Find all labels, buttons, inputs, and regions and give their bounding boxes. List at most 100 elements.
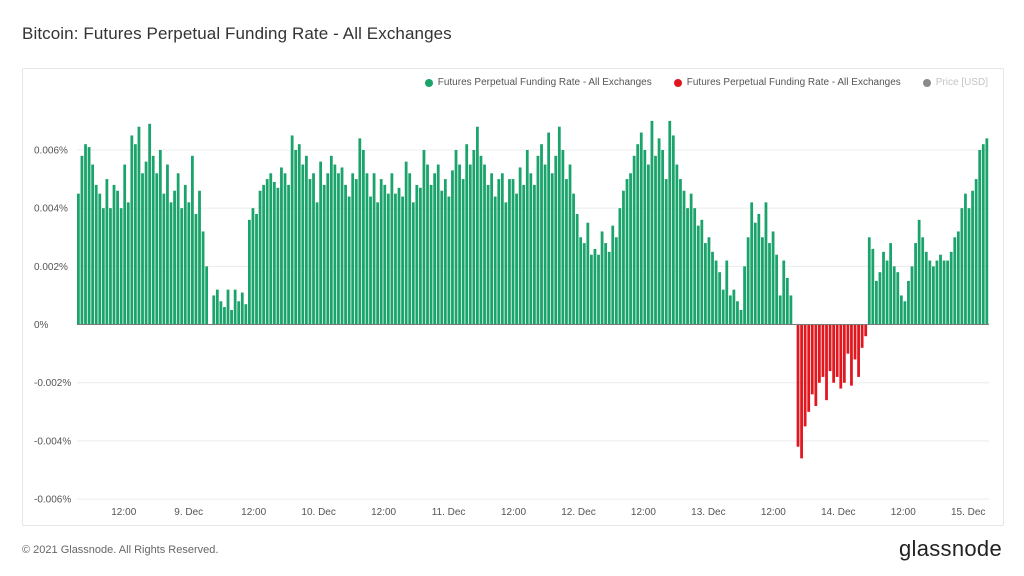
funding-rate-bar[interactable] xyxy=(101,208,105,325)
funding-rate-bar[interactable] xyxy=(882,251,885,325)
funding-rate-bar[interactable] xyxy=(821,324,825,377)
funding-rate-bar[interactable] xyxy=(305,155,308,325)
funding-rate-bar[interactable] xyxy=(568,164,572,325)
funding-rate-bar[interactable] xyxy=(386,193,390,325)
funding-rate-bar[interactable] xyxy=(329,155,333,325)
funding-rate-bar[interactable] xyxy=(426,164,429,325)
funding-rate-bar[interactable] xyxy=(590,254,593,325)
funding-rate-bar[interactable] xyxy=(212,295,216,325)
funding-rate-bar[interactable] xyxy=(326,173,330,325)
funding-rate-bar[interactable] xyxy=(272,182,276,325)
funding-rate-bar[interactable] xyxy=(935,260,939,325)
funding-rate-bar[interactable] xyxy=(636,144,640,325)
funding-rate-bar[interactable] xyxy=(657,138,661,325)
funding-rate-bar[interactable] xyxy=(892,266,896,325)
funding-rate-bar[interactable] xyxy=(753,222,757,325)
funding-rate-bar[interactable] xyxy=(290,135,294,325)
funding-rate-bar[interactable] xyxy=(967,208,971,325)
funding-rate-bar[interactable] xyxy=(265,179,269,325)
funding-rate-bar[interactable] xyxy=(344,184,347,325)
funding-rate-bar[interactable] xyxy=(116,190,119,325)
funding-rate-bar[interactable] xyxy=(828,324,832,372)
funding-rate-bar[interactable] xyxy=(614,237,618,325)
funding-rate-bar[interactable] xyxy=(550,173,554,325)
funding-rate-bar[interactable] xyxy=(447,196,451,325)
funding-rate-bar[interactable] xyxy=(123,164,127,325)
funding-rate-bar[interactable] xyxy=(91,164,95,325)
funding-rate-bar[interactable] xyxy=(814,324,818,406)
funding-rate-bar[interactable] xyxy=(917,219,921,325)
funding-rate-bar[interactable] xyxy=(907,280,910,325)
funding-rate-bar[interactable] xyxy=(269,173,273,325)
funding-rate-bar[interactable] xyxy=(308,179,312,325)
funding-rate-bar[interactable] xyxy=(771,231,775,325)
funding-rate-bar[interactable] xyxy=(593,248,597,325)
funding-rate-bar[interactable] xyxy=(112,184,116,325)
funding-rate-bar[interactable] xyxy=(248,219,251,325)
funding-rate-bar[interactable] xyxy=(379,179,383,325)
funding-rate-bar[interactable] xyxy=(479,155,483,325)
funding-rate-bar[interactable] xyxy=(419,187,422,325)
funding-rate-bar[interactable] xyxy=(536,155,540,325)
funding-rate-bar[interactable] xyxy=(262,184,266,325)
funding-rate-bar[interactable] xyxy=(404,161,408,325)
funding-rate-bar[interactable] xyxy=(408,173,412,325)
funding-rate-bar[interactable] xyxy=(671,135,675,325)
funding-rate-bar[interactable] xyxy=(240,292,244,325)
funding-rate-bar[interactable] xyxy=(119,208,123,325)
funding-rate-bar[interactable] xyxy=(158,150,162,325)
funding-rate-bar[interactable] xyxy=(201,231,205,325)
funding-rate-bar[interactable] xyxy=(942,260,946,325)
funding-rate-bar[interactable] xyxy=(746,237,750,325)
funding-rate-bar[interactable] xyxy=(183,184,187,325)
funding-rate-bar[interactable] xyxy=(639,132,643,325)
funding-rate-bar[interactable] xyxy=(647,164,650,325)
funding-rate-bar[interactable] xyxy=(205,266,209,325)
funding-rate-bar[interactable] xyxy=(287,184,290,325)
funding-rate-bar[interactable] xyxy=(921,237,925,325)
funding-rate-bar[interactable] xyxy=(522,184,526,325)
funding-rate-bar[interactable] xyxy=(750,202,754,325)
funding-rate-bar[interactable] xyxy=(376,202,380,325)
funding-rate-bar[interactable] xyxy=(964,193,967,325)
funding-rate-bar[interactable] xyxy=(728,295,732,325)
funding-rate-bar[interactable] xyxy=(390,173,394,325)
funding-rate-bar[interactable] xyxy=(800,324,803,459)
funding-rate-bar[interactable] xyxy=(764,202,768,325)
funding-rate-bar[interactable] xyxy=(932,266,935,325)
funding-rate-bar[interactable] xyxy=(547,132,551,325)
funding-rate-bar[interactable] xyxy=(518,167,522,325)
funding-rate-bar[interactable] xyxy=(903,301,907,325)
funding-rate-bar[interactable] xyxy=(411,202,415,325)
funding-rate-bar[interactable] xyxy=(347,196,351,325)
funding-rate-bar[interactable] xyxy=(543,164,547,325)
legend-item-positive[interactable]: Futures Perpetual Funding Rate - All Exc… xyxy=(424,77,652,88)
funding-rate-bar[interactable] xyxy=(721,289,725,325)
funding-rate-bar[interactable] xyxy=(561,150,565,325)
funding-rate-bar[interactable] xyxy=(476,126,479,325)
funding-rate-bar[interactable] xyxy=(166,164,169,325)
funding-rate-bar[interactable] xyxy=(483,164,486,325)
funding-rate-bar[interactable] xyxy=(696,225,700,325)
funding-rate-bar[interactable] xyxy=(981,144,985,325)
funding-rate-bar[interactable] xyxy=(458,164,461,325)
funding-rate-bar[interactable] xyxy=(451,170,454,325)
funding-rate-bar[interactable] xyxy=(775,254,779,325)
funding-rate-bar[interactable] xyxy=(825,324,828,401)
funding-rate-bar[interactable] xyxy=(807,324,811,412)
funding-rate-bar[interactable] xyxy=(810,324,814,395)
funding-rate-bar[interactable] xyxy=(251,208,255,325)
funding-rate-bar[interactable] xyxy=(607,251,611,325)
funding-rate-bar[interactable] xyxy=(846,324,850,354)
funding-rate-bar[interactable] xyxy=(219,301,223,325)
funding-rate-bar[interactable] xyxy=(215,289,219,325)
funding-rate-bar[interactable] xyxy=(924,251,928,325)
funding-rate-bar[interactable] xyxy=(230,310,233,325)
funding-rate-bar[interactable] xyxy=(789,295,793,325)
funding-rate-bar[interactable] xyxy=(280,167,283,325)
funding-rate-bar[interactable] xyxy=(604,243,608,325)
funding-rate-bar[interactable] xyxy=(693,208,697,325)
funding-rate-bar[interactable] xyxy=(465,144,469,325)
funding-rate-bar[interactable] xyxy=(372,173,376,325)
funding-rate-bar[interactable] xyxy=(714,260,718,325)
